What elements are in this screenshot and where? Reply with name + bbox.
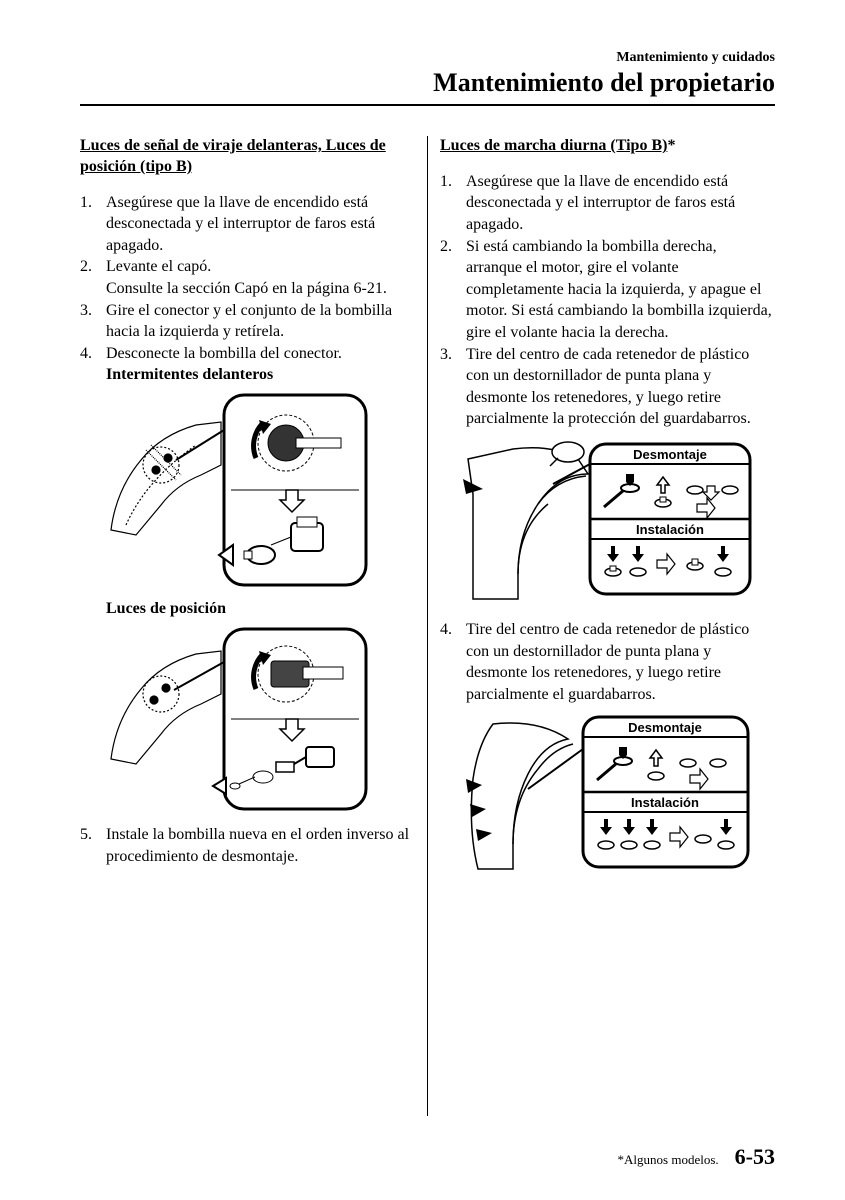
figure-caption-position-lights: Luces de posición [106,600,415,618]
asterisk: * [667,136,675,157]
list-item: Desconecte la bombilla del conector. Int… [80,343,415,386]
remove-label: Desmontaje [628,720,702,735]
breadcrumb: Mantenimiento y cuidados [80,50,775,66]
page-footer: *Algunos modelos. 6-53 [618,1144,775,1170]
fender-top-diagram: Desmontaje Instalación [458,434,758,609]
list-item: Levante el capó. Consulte la sección Cap… [80,256,415,299]
page-header: Mantenimiento y cuidados Mantenimiento d… [80,50,775,98]
right-steps-cont: Tire del centro de cada retenedor de plá… [440,619,775,705]
left-column: Luces de señal de viraje delanteras, Luc… [80,136,427,1116]
list-item: Instale la bombilla nueva en el orden in… [80,824,415,867]
turn-signal-diagram [106,390,371,590]
step-text: Levante el capó. [106,258,211,275]
list-item: Gire el conector y el conjunto de la bom… [80,300,415,343]
right-steps: Asegúrese que la llave de encendido está… [440,171,775,430]
heading-text: Luces de marcha diurna (Tipo B) [440,137,667,154]
list-item: Tire del centro de cada retenedor de plá… [440,619,775,705]
page-title: Mantenimiento del propietario [80,68,775,98]
figure-turn-signal [106,390,415,590]
figure-position-lights [106,624,415,814]
list-item: Asegúrese que la llave de encendido está… [440,171,775,236]
install-label: Instalación [636,522,704,537]
two-column-layout: Luces de señal de viraje delanteras, Luc… [80,136,775,1116]
header-rule [80,104,775,106]
right-section-heading: Luces de marcha diurna (Tipo B)* [440,136,775,157]
left-steps-cont: Instale la bombilla nueva en el orden in… [80,824,415,867]
list-item: Tire del centro de cada retenedor de plá… [440,344,775,430]
page-number: 6-53 [735,1144,775,1170]
position-lights-diagram [106,624,371,814]
list-item: Si está cambiando la bombilla derecha, a… [440,236,775,344]
step-sublabel: Intermitentes delanteros [106,366,273,383]
left-steps: Asegúrese que la llave de encendido está… [80,192,415,386]
fender-side-diagram: Desmontaje Instalación [458,709,758,879]
step-text: Desconecte la bombilla del conector. [106,345,342,362]
install-label: Instalación [631,795,699,810]
remove-label: Desmontaje [633,447,707,462]
list-item: Asegúrese que la llave de encendido está… [80,192,415,257]
figure-fender-retainers-top: Desmontaje Instalación [440,434,775,609]
left-section-heading: Luces de señal de viraje delanteras, Luc… [80,136,415,178]
right-column: Luces de marcha diurna (Tipo B)* Asegúre… [428,136,775,1116]
figure-fender-retainers-side: Desmontaje Instalación [440,709,775,879]
step-text: Consulte la sección Capó en la página 6-… [106,280,387,297]
footnote: *Algunos modelos. [618,1152,719,1168]
